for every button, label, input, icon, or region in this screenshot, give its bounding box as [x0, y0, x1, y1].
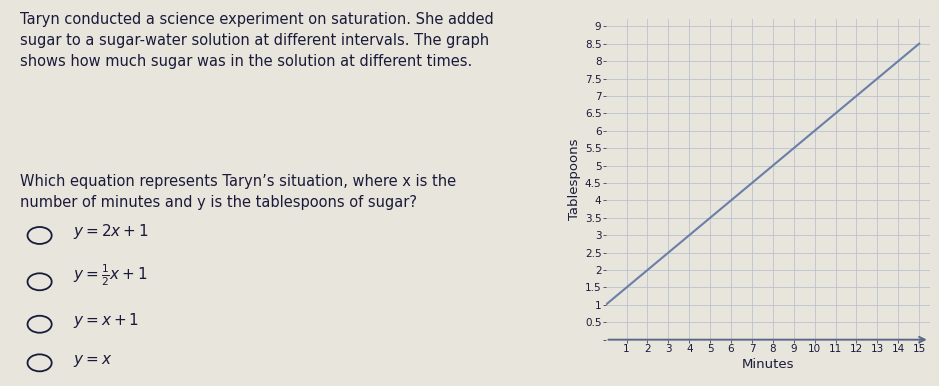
- Text: $y = x$: $y = x$: [72, 353, 112, 369]
- Text: Taryn conducted a science experiment on saturation. She added
sugar to a sugar-w: Taryn conducted a science experiment on …: [21, 12, 494, 69]
- Y-axis label: Tablespoons: Tablespoons: [568, 139, 580, 220]
- Text: $y = x + 1$: $y = x + 1$: [72, 311, 139, 330]
- X-axis label: Minutes: Minutes: [742, 358, 793, 371]
- Text: $y = \frac{1}{2}x + 1$: $y = \frac{1}{2}x + 1$: [72, 262, 147, 288]
- Text: $y = 2x + 1$: $y = 2x + 1$: [72, 222, 148, 241]
- Text: Which equation represents Taryn’s situation, where x is the
number of minutes an: Which equation represents Taryn’s situat…: [21, 174, 456, 210]
